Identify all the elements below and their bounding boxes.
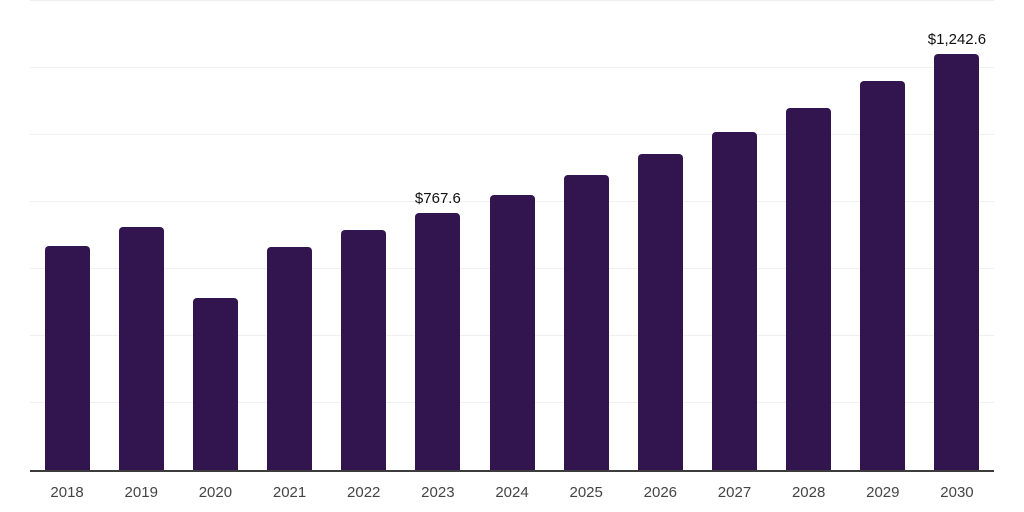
bar-slot <box>252 0 326 470</box>
x-axis-label-2030: 2030 <box>940 484 974 501</box>
x-axis-label-2029: 2029 <box>866 484 900 501</box>
bar-slot <box>327 0 401 470</box>
bar-2024 <box>489 194 535 470</box>
bar-slot <box>772 0 846 470</box>
bar-2018 <box>44 245 90 470</box>
x-axis-label-2020: 2020 <box>198 484 233 501</box>
x-axis-label-2023: 2023 <box>421 484 455 501</box>
bar-2023 <box>415 212 461 470</box>
bar-slot <box>475 0 549 470</box>
x-axis-label-2025: 2025 <box>569 484 603 501</box>
bar-value-label-2030: $1,242.6 <box>927 30 987 48</box>
bar-2028 <box>786 107 832 470</box>
bar-slot: $767.6 <box>401 0 475 470</box>
gridline <box>30 67 994 68</box>
bar-slot <box>104 0 178 470</box>
x-axis-label-2027: 2027 <box>717 484 752 501</box>
x-axis-label-2028: 2028 <box>791 484 826 501</box>
bar-slot <box>846 0 920 470</box>
x-axis-line <box>30 470 994 472</box>
bar-slot <box>549 0 623 470</box>
x-axis-label-2021: 2021 <box>272 484 307 501</box>
bar-2020 <box>192 297 238 470</box>
gridline <box>30 134 994 135</box>
gridline <box>30 0 994 1</box>
bar-slot <box>30 0 104 470</box>
x-axis-label-2018: 2018 <box>50 484 84 501</box>
bar-slot <box>178 0 252 470</box>
bar-slot: $1,242.6 <box>920 0 994 470</box>
bar-2025 <box>563 174 609 470</box>
bar-2029 <box>860 81 906 470</box>
plot-area: $767.6 $1,242.6 <box>30 0 994 470</box>
bar-2026 <box>637 154 683 470</box>
bar-value-label-2023: $767.6 <box>414 189 461 207</box>
x-axis-label-2026: 2026 <box>643 484 678 501</box>
bar-2027 <box>711 131 757 470</box>
x-axis-label-2024: 2024 <box>495 484 529 501</box>
x-axis-label-2019: 2019 <box>124 484 158 501</box>
bar-slot <box>623 0 697 470</box>
bar-slot <box>697 0 771 470</box>
x-axis-labels-row: 2018 2019 2020 2021 2022 2023 2024 2025 2026 2027… <box>30 472 994 501</box>
x-axis-label-2022: 2022 <box>347 484 381 501</box>
bar-2022 <box>341 230 387 470</box>
bar-2021 <box>267 247 313 470</box>
bar-2030 <box>934 53 980 470</box>
bars-row: $767.6 $1,242.6 <box>30 0 994 470</box>
bar-2019 <box>118 227 164 470</box>
